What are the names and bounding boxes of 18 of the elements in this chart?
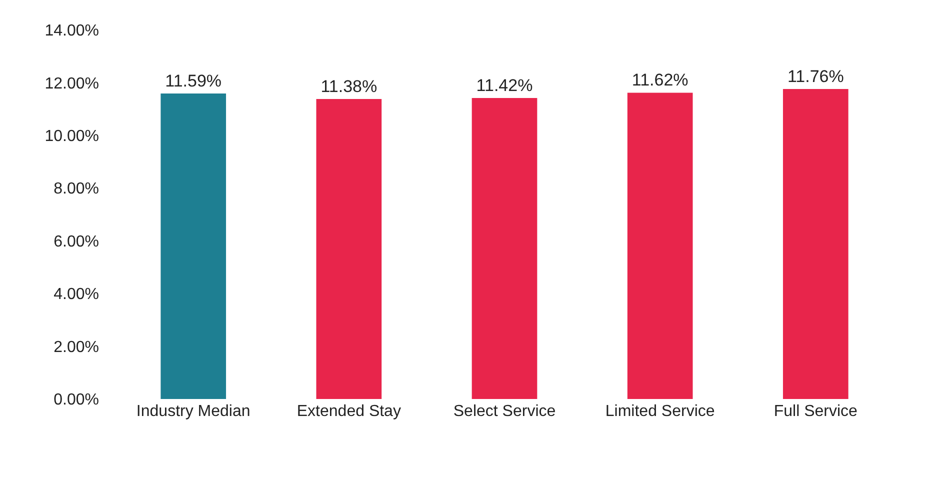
data-label: 11.62%: [632, 70, 688, 90]
y-tick-label: 8.00%: [54, 180, 99, 198]
y-tick-label: 10.00%: [44, 128, 99, 146]
x-tick-label: Extended Stay: [296, 403, 401, 420]
data-label: 11.42%: [476, 76, 533, 95]
y-tick-label: 14.00%: [44, 22, 99, 40]
data-label: 11.38%: [320, 77, 378, 96]
y-tick-label: 0.00%: [54, 392, 99, 409]
x-tick-label: Limited Service: [605, 403, 715, 420]
data-label: 11.59%: [165, 72, 222, 91]
y-tick-label: 2.00%: [54, 338, 99, 356]
y-tick-label: 6.00%: [54, 233, 99, 250]
x-tick-label: Full Service: [774, 403, 858, 420]
y-tick-label: 12.00%: [44, 75, 99, 92]
data-label: 11.76%: [787, 67, 844, 86]
y-tick-label: 4.00%: [54, 286, 99, 304]
x-tick-label: Select Service: [453, 403, 556, 420]
x-tick-label: Industry Median: [136, 403, 250, 420]
